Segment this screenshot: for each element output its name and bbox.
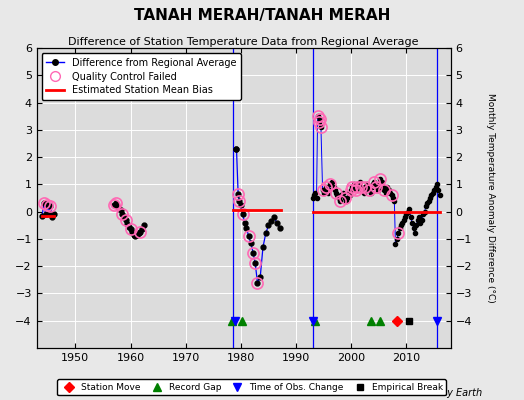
Text: TANAH MERAH/TANAH MERAH: TANAH MERAH/TANAH MERAH <box>134 8 390 23</box>
Y-axis label: Monthly Temperature Anomaly Difference (°C): Monthly Temperature Anomaly Difference (… <box>486 93 495 303</box>
Title: Difference of Station Temperature Data from Regional Average: Difference of Station Temperature Data f… <box>69 37 419 47</box>
Legend: Station Move, Record Gap, Time of Obs. Change, Empirical Break: Station Move, Record Gap, Time of Obs. C… <box>57 379 446 396</box>
Text: Berkeley Earth: Berkeley Earth <box>410 388 482 398</box>
Legend: Difference from Regional Average, Quality Control Failed, Estimated Station Mean: Difference from Regional Average, Qualit… <box>41 53 241 100</box>
